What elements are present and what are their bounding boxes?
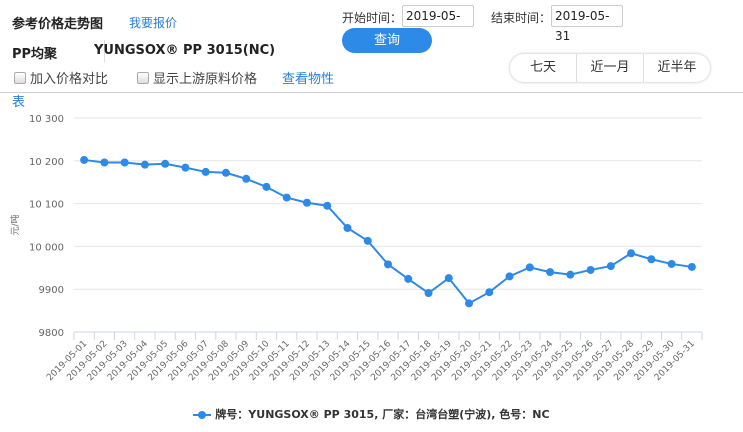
data-point [363,236,372,245]
data-point [221,168,230,177]
start-date-label: 开始时间： [342,11,403,25]
divider [0,92,743,93]
checkbox-icon[interactable] [137,71,149,84]
properties-link[interactable]: 查看物性 [282,72,335,87]
data-point [120,158,129,167]
data-point [606,262,615,271]
query-button[interactable]: 查询 [342,28,432,53]
data-point [647,255,656,264]
table-link[interactable]: 表 [12,95,26,110]
y-tick-label: 10 000 [29,242,64,253]
data-point [667,259,676,268]
data-point [140,160,149,169]
data-point [627,249,636,258]
product-label: YUNGSOX® PP 3015(NC) [94,43,276,58]
data-point [546,268,555,277]
data-point [282,193,291,202]
data-point [444,274,453,283]
data-point [525,263,534,272]
y-tick-label: 9800 [39,328,64,339]
data-point [262,182,271,191]
upstream-checkbox[interactable]: 显示上游原料价格 [137,68,257,87]
data-point [566,270,575,279]
range-selector: 七天 近一月 近半年 [510,54,710,82]
data-point [302,198,311,207]
data-point [323,201,332,210]
data-point [161,159,170,168]
data-point [424,289,433,298]
upstream-label: 显示上游原料价格 [153,72,258,87]
y-axis-label: 元/吨 [9,214,21,235]
data-point [201,167,210,176]
data-point [384,260,392,269]
data-point [465,299,474,308]
category-label: PP均聚 [12,47,58,62]
data-point [343,223,352,232]
legend-marker-icon [193,411,212,419]
series-line [84,158,693,305]
y-tick-label: 10 100 [29,200,64,211]
compare-checkbox[interactable]: 加入价格对比 [14,68,108,87]
y-tick-label: 10 200 [29,157,64,168]
compare-label: 加入价格对比 [30,72,109,87]
data-point [687,262,696,271]
data-point [100,158,109,167]
y-tick-label: 9900 [39,285,64,296]
y-tick-label: 10 300 [29,114,64,125]
range-7-days[interactable]: 七天 [529,60,556,75]
data-point [505,272,514,281]
end-date-label: 结束时间： [491,11,552,25]
data-point [181,163,190,172]
end-date-input[interactable]: 2019-05-31 [551,5,623,43]
data-point [80,155,89,164]
data-point [586,265,595,274]
data-point [242,174,251,183]
chart-legend[interactable]: 牌号：YUNGSOX® PP 3015, 厂家：台湾台塑(宁波), 色号：NC [0,406,743,422]
data-point [485,288,494,297]
quote-link[interactable]: 我要报价 [129,16,178,30]
chart-title: 参考价格走势图 [12,17,104,32]
data-point [404,274,413,283]
legend-label: 牌号：YUNGSOX® PP 3015, 厂家：台湾台塑(宁波), 色号：NC [215,408,550,421]
divider [104,40,105,62]
range-half-year[interactable]: 近半年 [643,54,710,82]
range-1-month[interactable]: 近一月 [576,54,643,82]
checkbox-icon[interactable] [14,71,26,84]
